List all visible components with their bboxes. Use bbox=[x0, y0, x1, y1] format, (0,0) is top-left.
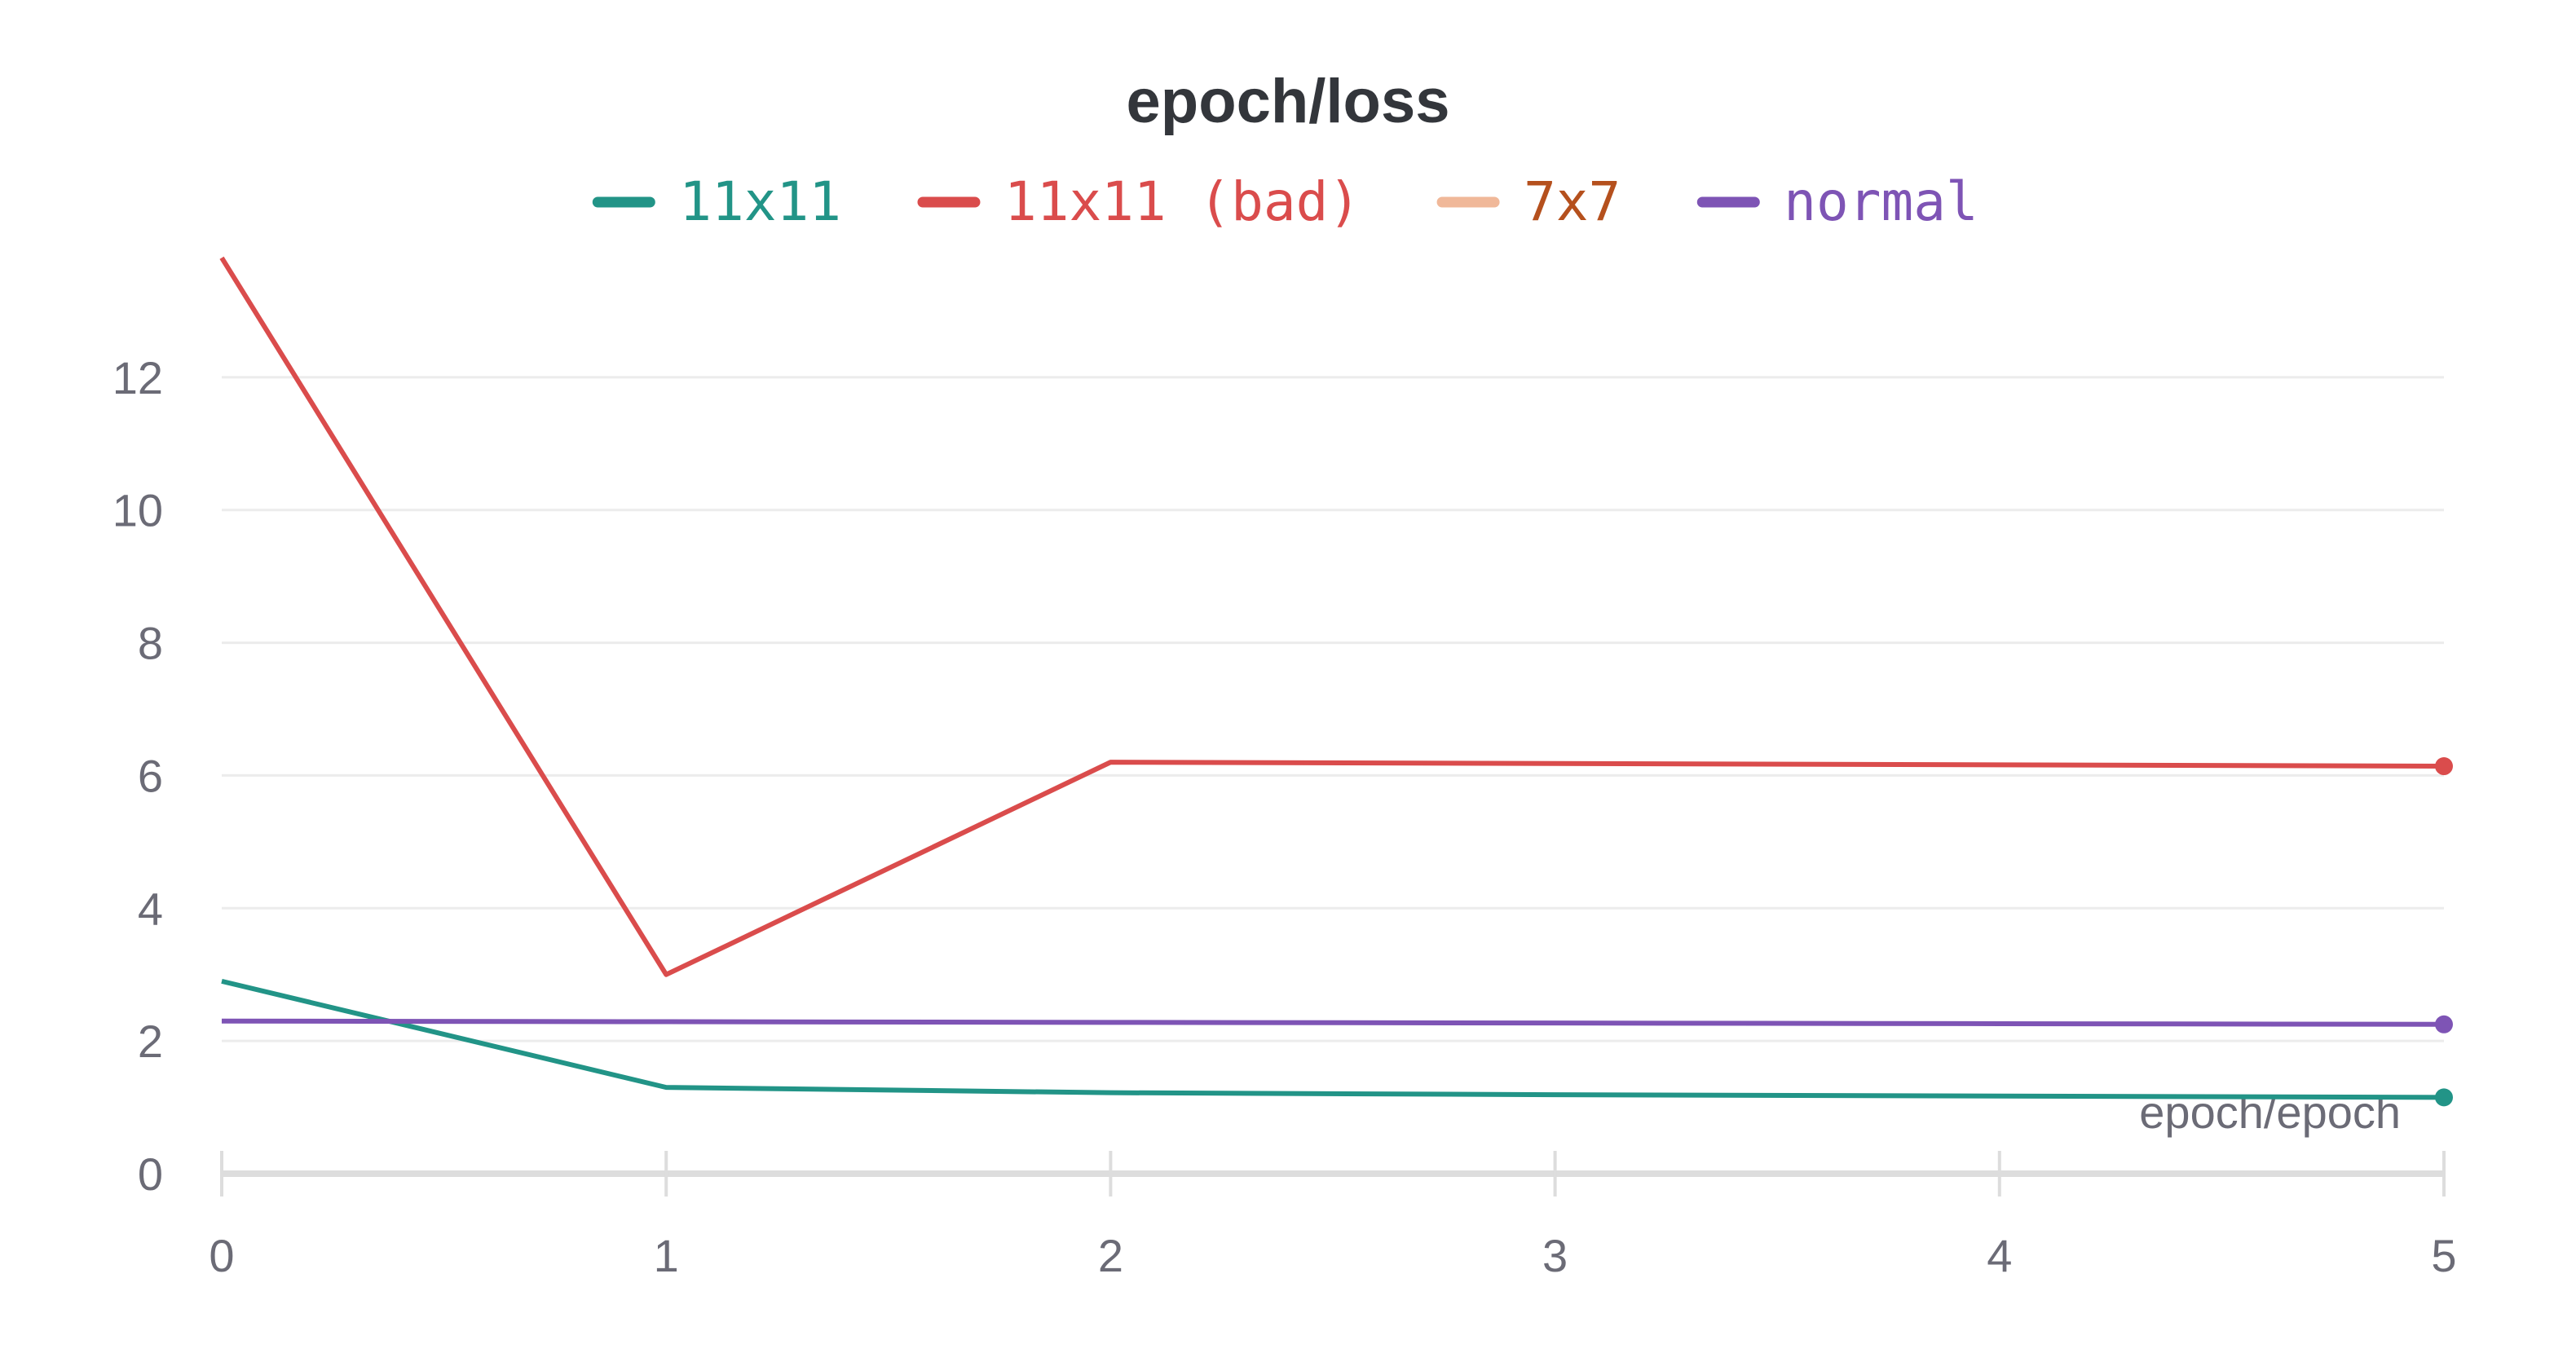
legend-item: 11x11 (bad) bbox=[917, 170, 1361, 233]
x-tick-label: 4 bbox=[1987, 1230, 2012, 1281]
series-end-point bbox=[2435, 1088, 2453, 1107]
series-line bbox=[221, 978, 2445, 1100]
series-end-point bbox=[2435, 757, 2453, 776]
chart-title: epoch/loss bbox=[1127, 67, 1450, 136]
legend: 11x11 11x11 (bad) 7x7 normal bbox=[592, 170, 1978, 233]
x-tick-label: 0 bbox=[209, 1230, 234, 1281]
y-tick-label: 12 bbox=[112, 352, 163, 403]
y-tick-label: 6 bbox=[138, 750, 163, 801]
x-tick-label: 5 bbox=[2431, 1230, 2456, 1281]
y-tick-label: 0 bbox=[138, 1148, 163, 1200]
series-line bbox=[221, 1018, 2445, 1027]
x-axis: 0 1 2 3 4 5 bbox=[209, 1151, 2457, 1281]
y-tick-label: 4 bbox=[138, 883, 163, 934]
legend-label: 7x7 bbox=[1524, 170, 1621, 233]
x-tick-label: 2 bbox=[1098, 1230, 1123, 1281]
grid-lines bbox=[222, 376, 2444, 1042]
y-tick-label: 10 bbox=[112, 485, 163, 536]
legend-item: normal bbox=[1696, 170, 1978, 233]
legend-item: 7x7 bbox=[1436, 170, 1621, 233]
series-end-point bbox=[2435, 1015, 2453, 1033]
series-line bbox=[219, 256, 2445, 977]
legend-label: 11x11 (bad) bbox=[1004, 170, 1361, 233]
legend-label: normal bbox=[1784, 170, 1978, 233]
y-tick-label: 2 bbox=[138, 1016, 163, 1067]
series-lines bbox=[219, 256, 2453, 1107]
y-axis: 0 2 4 6 8 10 12 bbox=[112, 352, 163, 1200]
x-tick-label: 1 bbox=[654, 1230, 679, 1281]
x-tick-label: 3 bbox=[1542, 1230, 1568, 1281]
y-tick-label: 8 bbox=[138, 618, 163, 669]
legend-label: 11x11 bbox=[679, 170, 841, 233]
legend-item: 11x11 bbox=[592, 170, 841, 233]
